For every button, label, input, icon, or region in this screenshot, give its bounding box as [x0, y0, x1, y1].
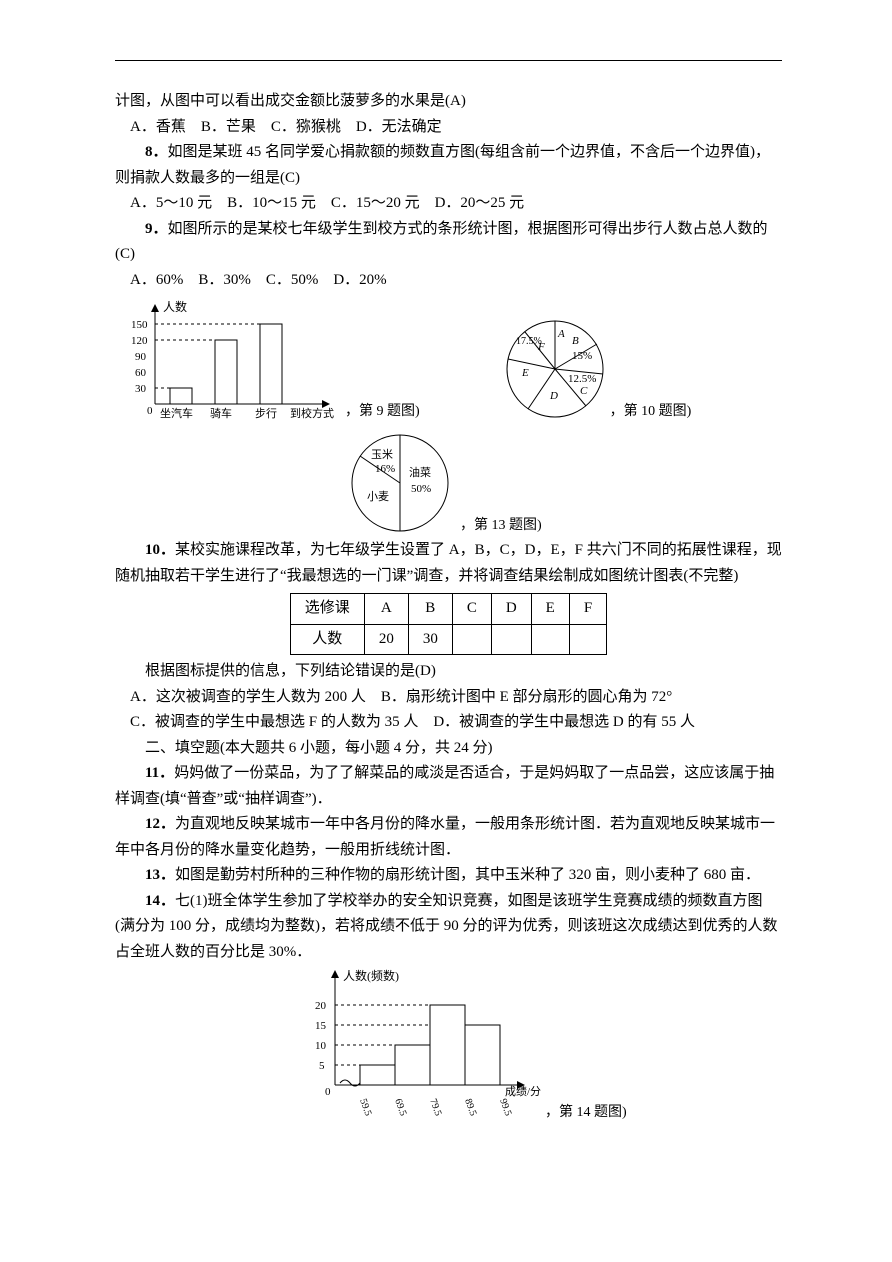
q10: 10．某校实施课程改革，为七年级学生设置了 A，B，C，D，E，F 共六门不同的… [115, 538, 782, 589]
svg-text:60: 60 [135, 367, 147, 379]
svg-text:79.5: 79.5 [427, 1097, 443, 1117]
chart14-block: 人数(频数) 5 10 15 20 0 59.5 69.5 79.5 89.5 … [295, 965, 782, 1125]
svg-text:89.5: 89.5 [462, 1097, 478, 1117]
svg-text:50%: 50% [411, 483, 431, 495]
q10-table: 选修课 A B C D E F 人数 20 30 [290, 593, 607, 655]
svg-text:油菜: 油菜 [409, 465, 431, 479]
svg-text:20: 20 [315, 1000, 327, 1012]
chart10-caption: ，第 10 题图) [610, 400, 692, 424]
svg-text:A: A [557, 328, 565, 340]
chart13-caption: ，第 13 题图) [460, 514, 542, 538]
cell: 30 [408, 624, 452, 655]
q13-num: 13． [145, 867, 175, 883]
q13: 13．如图是勤劳村所种的三种作物的扇形统计图，其中玉米种了 320 亩，则小麦种… [115, 863, 782, 889]
top-rule [115, 60, 782, 61]
table-row: 选修课 A B C D E F [290, 594, 606, 625]
chart9-ylabel: 人数 [163, 299, 187, 314]
cell: F [569, 594, 606, 625]
q10-opt-ab: A．这次被调查的学生人数为 200 人 B．扇形统计图中 E 部分扇形的圆心角为… [115, 685, 782, 711]
chart9-caption: ，第 9 题图) [345, 400, 420, 424]
cell: C [452, 594, 491, 625]
svg-text:15%: 15% [572, 350, 592, 362]
svg-text:90: 90 [135, 351, 147, 363]
cell: 选修课 [290, 594, 364, 625]
svg-text:99.5: 99.5 [497, 1097, 513, 1117]
svg-text:15: 15 [315, 1020, 327, 1032]
cell: D [491, 594, 531, 625]
page-content: 计图，从图中可以看出成交金额比菠萝多的水果是(A) A．香蕉 B．芒果 C．猕猴… [0, 0, 892, 1165]
chart10-svg: A B 15% 12.5% C D E F 17.5% [500, 314, 610, 424]
q8-text: 如图是某班 45 名同学爱心捐款额的频数直方图(每组含前一个边界值，不含后一个边… [115, 144, 770, 186]
cell: 20 [364, 624, 408, 655]
svg-text:B: B [572, 335, 579, 347]
cell: B [408, 594, 452, 625]
svg-text:0: 0 [325, 1086, 331, 1098]
chart9-xlabel: 到校方式 [290, 406, 334, 420]
q11-num: 11． [145, 765, 174, 781]
svg-text:D: D [549, 390, 558, 402]
cell: E [531, 594, 569, 625]
chart14-svg: 人数(频数) 5 10 15 20 0 59.5 69.5 79.5 89.5 … [295, 965, 545, 1125]
svg-text:骑车: 骑车 [210, 406, 232, 420]
cell [569, 624, 606, 655]
q9-text: 如图所示的是某校七年级学生到校方式的条形统计图，根据图形可得出步行人数占总人数的… [115, 221, 768, 263]
svg-text:69.5: 69.5 [392, 1097, 408, 1117]
q11-text: 妈妈做了一份菜品，为了了解菜品的咸淡是否适合，于是妈妈取了一点品尝，这应该属于抽… [115, 765, 774, 807]
svg-text:30: 30 [135, 383, 147, 395]
q10-concl: 根据图标提供的信息，下列结论错误的是(D) [115, 659, 782, 685]
svg-text:步行: 步行 [255, 407, 277, 420]
svg-text:C: C [580, 385, 588, 397]
q8-num: 8． [145, 144, 168, 160]
charts-row-9-10: 人数 30 60 90 120 150 坐汽车 骑车 步行 到校方式 0 [115, 299, 782, 424]
q14-num: 14． [145, 893, 175, 909]
chart13-block: 玉米 16% 油菜 50% 小麦 ，第 13 题图) [345, 428, 782, 538]
svg-text:5: 5 [319, 1060, 325, 1072]
chart14-ylabel: 人数(频数) [343, 968, 399, 983]
section2-header: 二、填空题(本大题共 6 小题，每小题 4 分，共 24 分) [115, 736, 782, 762]
svg-text:10: 10 [315, 1040, 327, 1052]
q10-num: 10． [145, 542, 175, 558]
q12: 12．为直观地反映某城市一年中各月份的降水量，一般用条形统计图．若为直观地反映某… [115, 812, 782, 863]
chart14-xlabel: 成绩/分 [505, 1085, 541, 1098]
q10-text: 某校实施课程改革，为七年级学生设置了 A，B，C，D，E，F 共六门不同的拓展性… [115, 542, 782, 584]
chart14-caption: ，第 14 题图) [545, 1101, 627, 1125]
svg-text:16%: 16% [375, 463, 395, 475]
svg-text:0: 0 [147, 405, 153, 417]
cell [531, 624, 569, 655]
cell: 人数 [290, 624, 364, 655]
svg-text:120: 120 [131, 335, 148, 347]
svg-text:17.5%: 17.5% [516, 336, 542, 347]
q14-text: 七(1)班全体学生参加了学校举办的安全知识竞赛，如图是该班学生竞赛成绩的频数直方… [115, 893, 778, 960]
q12-num: 12． [145, 816, 175, 832]
q13-text: 如图是勤劳村所种的三种作物的扇形统计图，其中玉米种了 320 亩，则小麦种了 6… [175, 867, 760, 883]
svg-text:E: E [521, 367, 529, 379]
q14: 14．七(1)班全体学生参加了学校举办的安全知识竞赛，如图是该班学生竞赛成绩的频… [115, 889, 782, 966]
q9-num: 9． [145, 221, 168, 237]
q8: 8．如图是某班 45 名同学爱心捐款额的频数直方图(每组含前一个边界值，不含后一… [115, 140, 782, 191]
q8-options: A．5～10 元 B．10～15 元 C．15～20 元 D．20～25 元 [115, 191, 782, 217]
cell [491, 624, 531, 655]
chart10-block: A B 15% 12.5% C D E F 17.5% ，第 10 题图) [500, 314, 692, 424]
svg-text:玉米: 玉米 [371, 448, 393, 461]
cell: A [364, 594, 408, 625]
q9: 9．如图所示的是某校七年级学生到校方式的条形统计图，根据图形可得出步行人数占总人… [115, 217, 782, 268]
cell [452, 624, 491, 655]
svg-text:59.5: 59.5 [357, 1097, 373, 1117]
chart9-block: 人数 30 60 90 120 150 坐汽车 骑车 步行 到校方式 0 [115, 299, 420, 424]
q7-tail: 计图，从图中可以看出成交金额比菠萝多的水果是(A) [115, 89, 782, 115]
q10-opt-cd: C．被调查的学生中最想选 F 的人数为 35 人 D．被调查的学生中最想选 D … [115, 710, 782, 736]
q9-options: A．60% B．30% C．50% D．20% [115, 268, 782, 294]
svg-text:小麦: 小麦 [367, 490, 389, 503]
table-row: 人数 20 30 [290, 624, 606, 655]
svg-text:150: 150 [131, 319, 148, 331]
chart13-svg: 玉米 16% 油菜 50% 小麦 [345, 428, 460, 538]
chart9-svg: 人数 30 60 90 120 150 坐汽车 骑车 步行 到校方式 0 [115, 299, 345, 424]
q11: 11．妈妈做了一份菜品，为了了解菜品的咸淡是否适合，于是妈妈取了一点品尝，这应该… [115, 761, 782, 812]
svg-text:坐汽车: 坐汽车 [160, 406, 193, 420]
q12-text: 为直观地反映某城市一年中各月份的降水量，一般用条形统计图．若为直观地反映某城市一… [115, 816, 775, 858]
svg-text:12.5%: 12.5% [568, 373, 596, 385]
q7-options: A．香蕉 B．芒果 C．猕猴桃 D．无法确定 [115, 115, 782, 141]
